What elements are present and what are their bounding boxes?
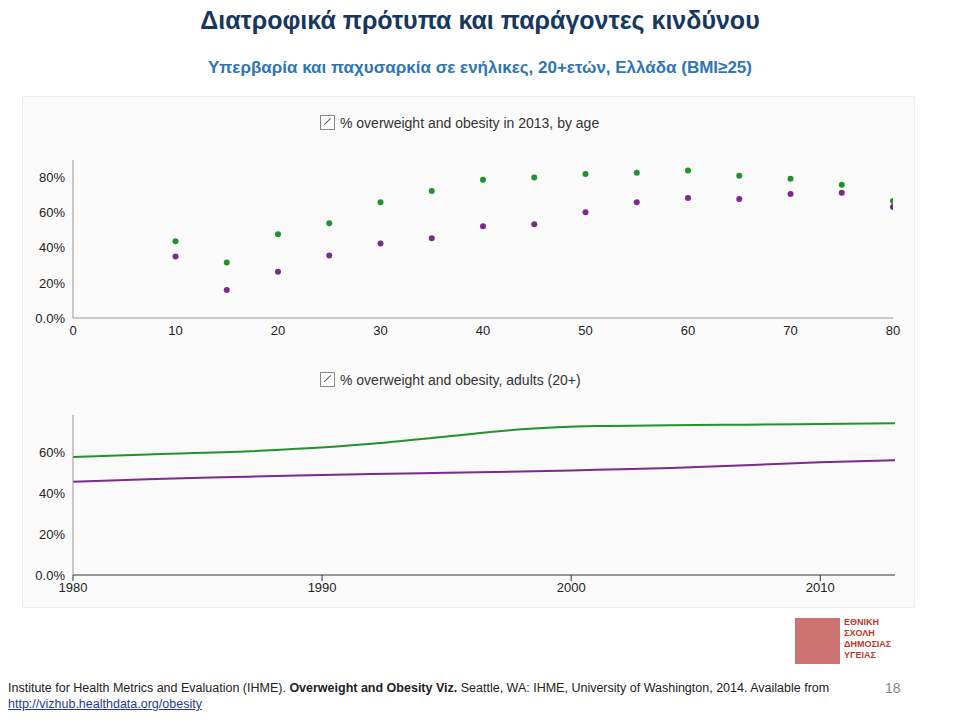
svg-text:1980: 1980 bbox=[58, 580, 88, 596]
svg-text:80: 80 bbox=[886, 323, 900, 338]
svg-text:0.0%: 0.0% bbox=[35, 568, 65, 583]
html-text:% overweight and obesity, adul: % overweight and obesity, adults (20+) bbox=[340, 372, 581, 388]
svg-text:40%: 40% bbox=[39, 486, 65, 501]
svg-text:1990: 1990 bbox=[308, 580, 337, 595]
html-text:ΔΗΜΟΣΙΑΣ: ΔΗΜΟΣΙΑΣ bbox=[844, 639, 892, 649]
svg-text:20%: 20% bbox=[39, 527, 65, 542]
html-text:18: 18 bbox=[885, 680, 901, 696]
svg-text:60: 60 bbox=[681, 323, 695, 338]
svg-text:0: 0 bbox=[69, 323, 76, 338]
svg-text:2000: 2000 bbox=[557, 580, 586, 595]
html-text:http://vizhub.healthdata.org/o: http://vizhub.healthdata.org/obesity bbox=[8, 697, 202, 711]
svg-text:60%: 60% bbox=[39, 445, 65, 460]
svg-text:40: 40 bbox=[476, 323, 490, 338]
svg-text:80%: 80% bbox=[39, 170, 65, 185]
svg-text:70: 70 bbox=[783, 323, 797, 338]
svg-text:30: 30 bbox=[373, 323, 387, 338]
html-text:ΕΘΝΙΚΗ: ΕΘΝΙΚΗ bbox=[844, 617, 879, 627]
svg-text:10: 10 bbox=[168, 323, 182, 338]
svg-text:40%: 40% bbox=[39, 240, 65, 255]
svg-text:50: 50 bbox=[578, 323, 592, 338]
html-text:Institute for Health Metrics a: Institute for Health Metrics and Evaluat… bbox=[8, 681, 830, 695]
html-text:ΥΓΕΙΑΣ: ΥΓΕΙΑΣ bbox=[844, 650, 876, 660]
html-text:Υπερβαρία και παχυσαρκία σε εν: Υπερβαρία και παχυσαρκία σε ενήλικες, 20… bbox=[208, 58, 752, 77]
html-text:% overweight and obesity in 20: % overweight and obesity in 2013, by age bbox=[340, 115, 600, 131]
svg-text:20%: 20% bbox=[39, 276, 65, 291]
html-text:Διατροφικά πρότυπα και παράγον: Διατροφικά πρότυπα και παράγοντες κινδύν… bbox=[200, 6, 760, 34]
svg-text:2010: 2010 bbox=[806, 580, 835, 595]
svg-text:60%: 60% bbox=[39, 205, 65, 220]
svg-text:20: 20 bbox=[271, 323, 285, 338]
html-text:ΣΧΟΛΗ: ΣΧΟΛΗ bbox=[844, 628, 875, 638]
svg-text:0.0%: 0.0% bbox=[35, 311, 65, 326]
